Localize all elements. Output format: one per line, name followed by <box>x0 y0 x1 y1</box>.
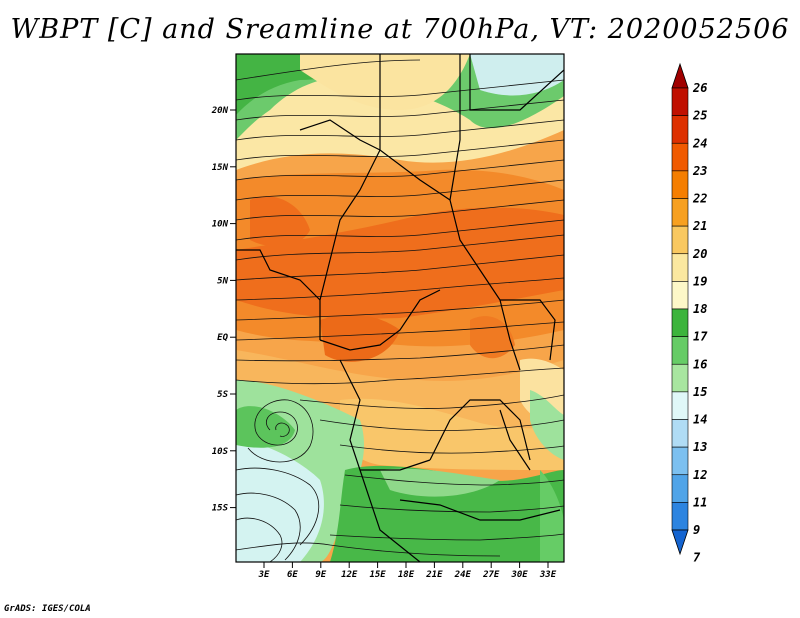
colorbar-label: 9 <box>693 523 700 537</box>
latitude-axis: 20N 15N 10N 5N EQ 5S 10S 15S <box>211 106 236 514</box>
chart-title: WBPT [C] and Sreamline at 700hPa, VT: 20… <box>10 14 790 45</box>
colorbar-segment <box>671 336 689 365</box>
colorbar-segment <box>671 87 689 116</box>
colorbar-segment <box>671 446 689 476</box>
longitude-axis: 3E 6E 9E 12E 15E 18E 21E 24E 27E 30E 33E <box>258 562 557 580</box>
colorbar-segment <box>671 308 689 337</box>
colorbar-label: 17 <box>693 330 708 344</box>
streamlines <box>236 59 564 562</box>
colorbar-segment <box>671 281 689 310</box>
colorbar-bottom-arrow <box>671 529 689 556</box>
wbpt-field <box>236 54 564 562</box>
colorbar-label: 12 <box>693 468 707 482</box>
colorbar-label: 25 <box>692 109 707 123</box>
lon-tick-label: 3E <box>258 570 270 580</box>
colorbar-segment <box>671 419 689 448</box>
colorbar-segment <box>671 225 689 255</box>
lon-tick-label: 9E <box>315 570 326 580</box>
colorbar-segment <box>671 142 689 172</box>
colorbar-label: 24 <box>692 136 707 150</box>
colorbar-label: 7 <box>693 551 701 565</box>
colorbar-label: 23 <box>692 164 707 178</box>
lon-tick-label: 27E <box>482 570 500 580</box>
lat-tick-label: 20N <box>211 106 229 116</box>
colorbar-segment <box>671 502 689 531</box>
lon-tick-label: 21E <box>425 570 443 580</box>
map-frame <box>235 53 565 563</box>
lon-tick-label: 18E <box>398 570 415 580</box>
colorbar-segment <box>671 391 689 420</box>
colorbar-segment <box>671 363 689 393</box>
colorbar-label: 14 <box>693 413 707 427</box>
colorbar-segment <box>671 115 689 144</box>
colorbar-label: 20 <box>692 247 707 261</box>
colorbar-label: 22 <box>692 192 707 206</box>
lon-tick-label: 33E <box>539 570 557 580</box>
colorbar-label: 19 <box>693 274 707 288</box>
colorbar-label: 11 <box>693 495 707 509</box>
colorbar-segment <box>671 198 689 227</box>
colorbar-label: 18 <box>693 302 707 316</box>
colorbar-segment <box>671 474 689 503</box>
lon-tick-label: 30E <box>510 570 528 580</box>
lat-tick-label: 10S <box>212 447 229 457</box>
colorbar-label: 13 <box>693 440 707 454</box>
lat-tick-label: EQ <box>217 333 228 343</box>
colorbar-label: 26 <box>692 81 707 95</box>
color-legend: 26 25 24 23 22 21 20 19 18 17 16 15 14 13 12 11 9 7 <box>671 62 708 565</box>
grads-credit: GrADS: IGES/COLA <box>4 604 91 614</box>
lat-tick-label: 15S <box>212 504 229 514</box>
lat-tick-label: 5S <box>217 390 228 400</box>
lat-tick-label: 15N <box>212 163 229 173</box>
colorbar-label: 15 <box>693 385 707 399</box>
lat-tick-label: 10N <box>212 220 229 230</box>
lat-tick-label: 5N <box>217 276 228 286</box>
country-borders <box>236 54 564 562</box>
colorbar-segment <box>671 253 689 282</box>
lon-tick-label: 6E <box>287 570 298 580</box>
colorbar-label: 16 <box>693 357 707 371</box>
colorbar-label: 21 <box>692 219 707 233</box>
colorbar-top-arrow <box>671 62 689 89</box>
colorbar-segment <box>671 170 689 199</box>
lon-tick-label: 12E <box>341 570 358 580</box>
lon-tick-label: 24E <box>454 570 472 580</box>
lon-tick-label: 15E <box>369 570 386 580</box>
